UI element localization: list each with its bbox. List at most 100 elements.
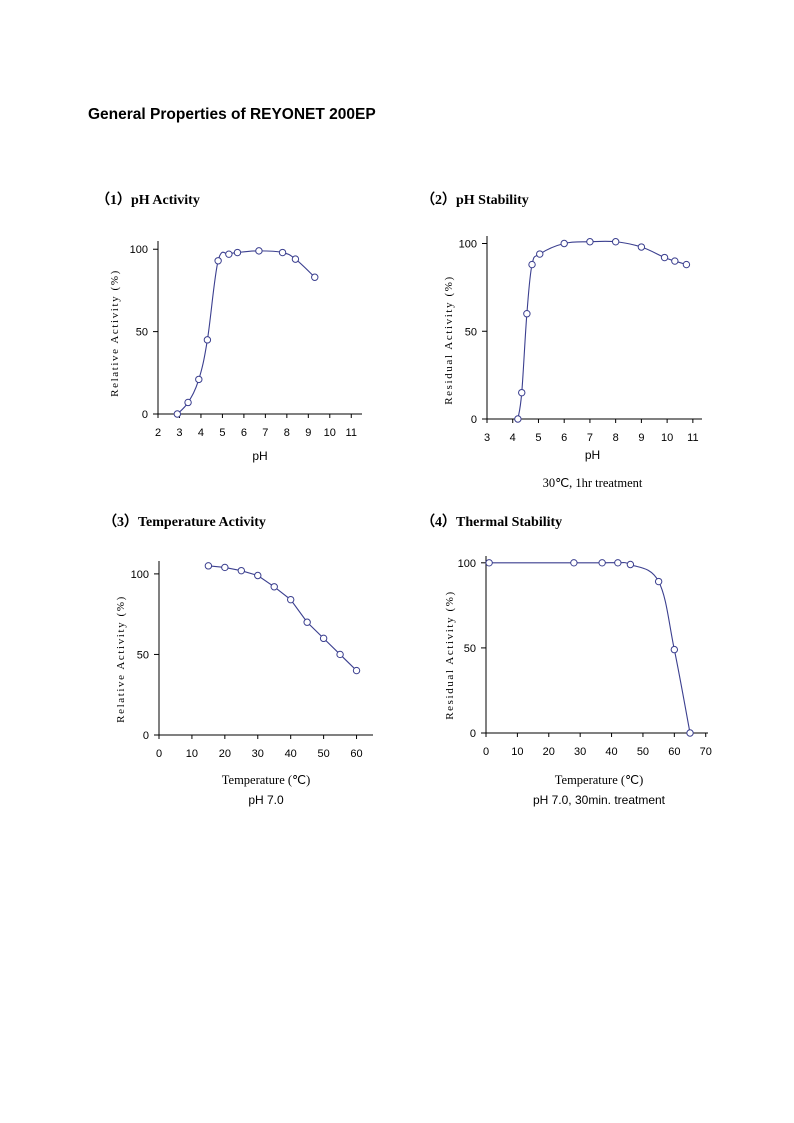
chart-condition-note: pH 7.0, 30min. treatment: [533, 793, 666, 807]
data-point: [626, 560, 635, 569]
x-tick-label: 40: [285, 748, 297, 760]
y-tick-label: 100: [458, 558, 476, 570]
data-point: [536, 250, 544, 258]
y-axis-title: Relative Activity (%): [109, 269, 121, 397]
data-point: [336, 650, 344, 659]
data-point: [195, 375, 203, 384]
x-tick-label: 7: [262, 427, 268, 439]
series-line: [176, 250, 316, 415]
x-tick-label: 9: [305, 427, 311, 439]
data-point: [670, 645, 679, 654]
document-title: General Properties of REYONET 200EP: [88, 106, 376, 123]
chart-ph-stability: 0 50 100 3 4 5 6 7 8 9 10 11 pH Residual Activity (%)…: [443, 236, 702, 490]
x-axis-title: pH: [585, 448, 600, 462]
y-tick-label: 50: [137, 649, 149, 661]
chart-condition-note: 30℃, 1hr treatment: [543, 476, 643, 490]
y-axis-title: Residual Activity (%): [443, 275, 455, 405]
x-tick-label: 10: [511, 746, 523, 758]
x-tick-label: 30: [574, 746, 586, 758]
data-point: [528, 260, 536, 269]
y-tick-label: 100: [459, 239, 477, 251]
chart-temperature-activity: 0 50 100 0 10 20 30 40 50 60 Temperature (℃) Relati…: [115, 561, 373, 807]
data-point: [611, 238, 620, 246]
x-tick-label: 50: [637, 746, 649, 758]
data-point: [204, 562, 213, 570]
chart-thermal-stability: 0 50 100 0 10 20 30 40 50 60 70 Temperature (℃) Resi…: [444, 556, 712, 807]
x-tick-label: 7: [587, 432, 593, 444]
data-point: [270, 583, 278, 591]
data-point: [514, 415, 522, 423]
x-tick-label: 11: [346, 427, 357, 439]
x-tick-label: 5: [219, 427, 225, 439]
series-line: [517, 240, 687, 420]
y-tick-label: 0: [470, 728, 476, 740]
y-tick-label: 0: [143, 730, 149, 742]
x-tick-label: 8: [613, 432, 619, 444]
x-tick-label: 60: [350, 748, 362, 760]
x-tick-label: 6: [561, 432, 567, 444]
data-point: [485, 559, 493, 567]
y-tick-label: 100: [131, 569, 149, 581]
data-point: [523, 310, 531, 318]
y-tick-label: 0: [471, 414, 477, 426]
chart-condition-note: pH 7.0: [248, 793, 284, 807]
data-point: [570, 559, 578, 567]
x-tick-label: 20: [219, 748, 231, 760]
data-point: [637, 243, 646, 251]
x-tick-label: 6: [241, 427, 247, 439]
y-tick-label: 50: [465, 326, 477, 338]
data-point: [586, 238, 594, 246]
y-axis-title: Residual Activity (%): [444, 590, 456, 720]
data-point: [286, 595, 295, 604]
chart-ph-activity: 0 50 100 2 3 4 5 6 7 8 9 10 11 pH Relative Activity (%…: [109, 241, 362, 463]
x-tick-label: 11: [687, 432, 698, 444]
data-point: [311, 273, 319, 281]
data-point: [291, 255, 300, 263]
y-tick-label: 50: [464, 643, 476, 655]
x-tick-label: 5: [535, 432, 541, 444]
data-point: [173, 410, 182, 418]
chart-4-heading: （4）Thermal Stability: [421, 515, 563, 530]
y-axis-title: Relative Activity (%): [115, 595, 127, 723]
data-point: [184, 398, 192, 407]
x-tick-label: 3: [176, 427, 182, 439]
x-axis-title: Temperature (℃): [555, 773, 643, 787]
x-tick-label: 10: [661, 432, 673, 444]
x-tick-label: 4: [510, 432, 516, 444]
x-tick-label: 9: [638, 432, 644, 444]
x-tick-label: 2: [155, 427, 161, 439]
data-point: [233, 248, 242, 257]
data-point: [686, 729, 694, 737]
data-point: [303, 618, 311, 626]
data-point: [225, 250, 233, 258]
chart-3-heading: （3）Temperature Activity: [103, 515, 266, 530]
data-point: [237, 566, 246, 575]
data-point: [614, 559, 622, 567]
x-tick-label: 10: [186, 748, 198, 760]
data-point: [352, 666, 361, 675]
x-tick-label: 10: [324, 427, 336, 439]
y-tick-label: 50: [136, 327, 148, 339]
x-tick-label: 8: [284, 427, 290, 439]
series-line: [208, 565, 357, 671]
x-tick-label: 20: [543, 746, 555, 758]
data-point: [254, 571, 262, 580]
data-point: [654, 577, 663, 586]
data-point: [203, 336, 212, 344]
chart-2-heading: （2）pH Stability: [421, 193, 529, 208]
data-point: [682, 260, 691, 269]
data-point: [214, 257, 222, 265]
data-point: [278, 248, 287, 257]
data-point: [255, 247, 263, 255]
x-tick-label: 30: [252, 748, 264, 760]
chart-1-heading: （1）pH Activity: [96, 193, 200, 208]
data-point: [560, 239, 568, 248]
x-tick-label: 3: [484, 432, 490, 444]
x-tick-label: 4: [198, 427, 204, 439]
y-tick-label: 100: [130, 244, 148, 256]
x-tick-label: 50: [317, 748, 329, 760]
data-point: [598, 559, 606, 567]
series-line: [489, 561, 691, 734]
data-point: [671, 257, 679, 265]
